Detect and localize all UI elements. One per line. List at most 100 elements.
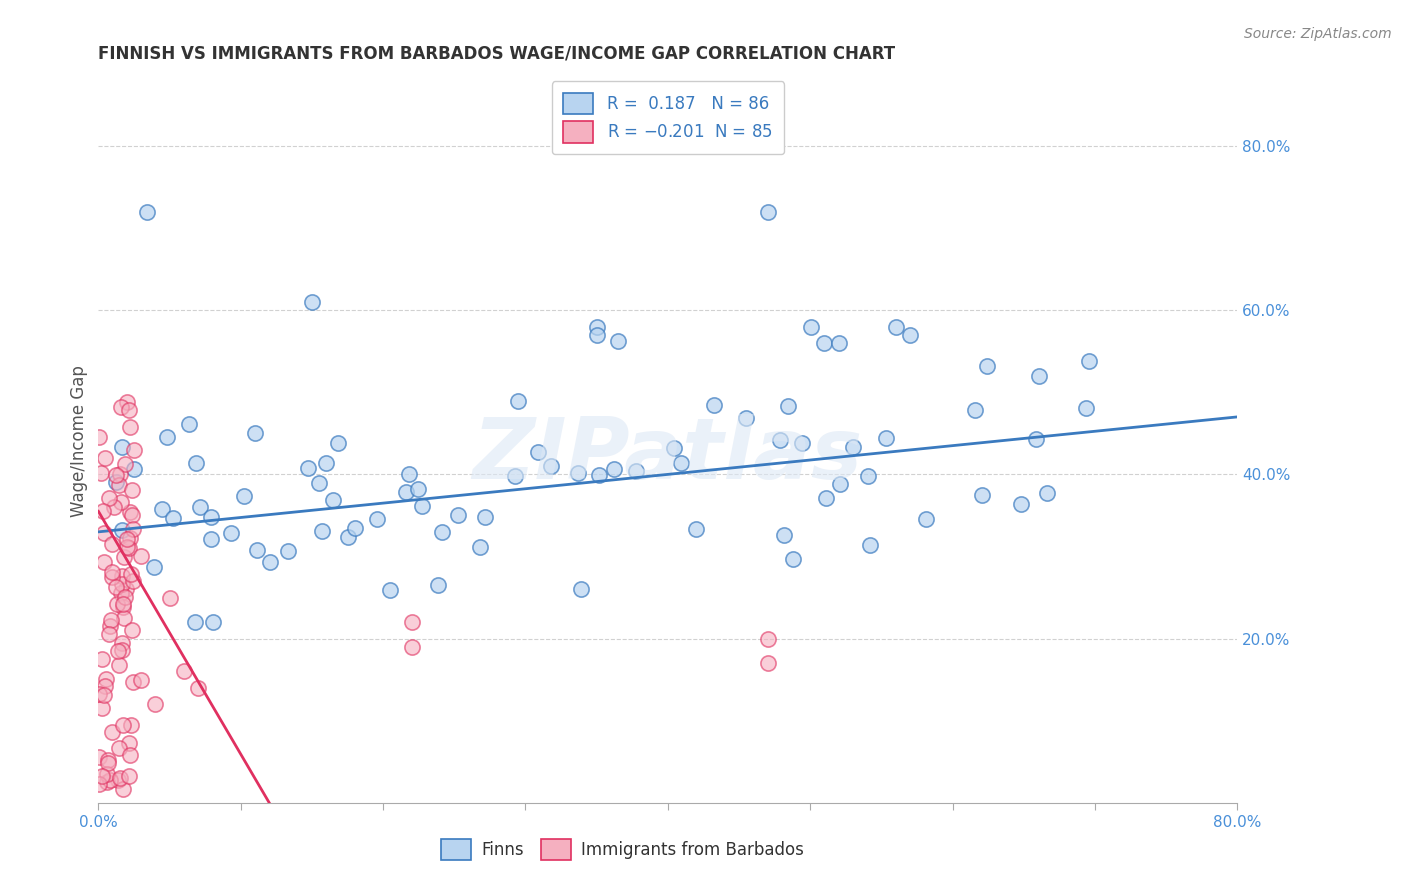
Point <box>159 591 181 605</box>
Point <box>112 781 135 796</box>
Point <box>243 426 266 441</box>
Point <box>89 777 111 791</box>
Point <box>108 467 131 482</box>
Point <box>120 566 142 581</box>
Point <box>110 401 132 415</box>
Point <box>121 623 143 637</box>
Point <box>884 319 907 334</box>
Point <box>427 578 450 592</box>
Point <box>585 327 607 342</box>
Point <box>93 688 115 702</box>
Point <box>965 403 987 417</box>
Point <box>184 615 207 630</box>
Point <box>1036 486 1059 500</box>
Point <box>322 493 344 508</box>
Point <box>179 417 201 432</box>
Point <box>184 456 207 470</box>
Point <box>430 524 453 539</box>
Point <box>769 433 792 447</box>
Point <box>122 462 145 476</box>
Point <box>776 399 799 413</box>
Point <box>115 540 138 554</box>
Point <box>110 495 132 509</box>
Point <box>101 565 124 579</box>
Point <box>1028 369 1050 384</box>
Point <box>447 508 470 522</box>
Point <box>122 574 145 588</box>
Point <box>135 204 157 219</box>
Point <box>87 749 110 764</box>
Point <box>607 334 630 349</box>
Point <box>93 526 115 541</box>
Point <box>87 687 110 701</box>
Point <box>100 613 122 627</box>
Point <box>315 456 337 470</box>
Point <box>91 651 114 665</box>
Point <box>337 531 360 545</box>
Point <box>474 509 496 524</box>
Point <box>898 327 921 342</box>
Point <box>756 657 779 671</box>
Point <box>120 505 142 519</box>
Point <box>782 552 804 566</box>
Y-axis label: Wage/Income Gap: Wage/Income Gap <box>70 366 89 517</box>
Point <box>411 499 433 513</box>
Point <box>93 555 115 569</box>
Point <box>398 467 420 482</box>
Point <box>112 611 135 625</box>
Text: ZIPatlas: ZIPatlas <box>472 415 863 498</box>
Point <box>120 531 142 545</box>
Point <box>145 698 167 712</box>
Point <box>107 644 129 658</box>
Point <box>468 540 491 554</box>
Point <box>96 673 118 687</box>
Point <box>685 522 707 536</box>
Point <box>90 769 112 783</box>
Point <box>118 748 141 763</box>
Point <box>297 460 319 475</box>
Point <box>219 525 242 540</box>
Point <box>200 532 222 546</box>
Legend: Finns, Immigrants from Barbados: Finns, Immigrants from Barbados <box>434 832 810 867</box>
Point <box>662 442 685 456</box>
Point <box>233 490 256 504</box>
Point <box>1077 353 1099 368</box>
Point <box>828 336 851 351</box>
Point <box>129 549 152 564</box>
Point <box>115 582 138 596</box>
Point <box>156 430 179 444</box>
Point <box>815 491 838 505</box>
Point <box>813 336 835 351</box>
Point <box>277 544 299 558</box>
Text: Source: ZipAtlas.com: Source: ZipAtlas.com <box>1244 27 1392 41</box>
Point <box>343 521 366 535</box>
Point <box>112 597 135 611</box>
Point <box>114 457 136 471</box>
Point <box>259 555 281 569</box>
Point <box>118 769 141 783</box>
Point <box>98 619 121 633</box>
Point <box>756 204 779 219</box>
Point <box>117 532 139 546</box>
Point <box>1025 432 1047 446</box>
Point <box>87 429 110 443</box>
Point <box>118 541 141 556</box>
Point <box>104 475 127 489</box>
Point <box>246 543 269 558</box>
Point <box>1074 401 1097 416</box>
Point <box>150 502 173 516</box>
Point <box>800 320 823 334</box>
Point <box>121 522 143 536</box>
Point <box>118 420 141 434</box>
Point <box>129 673 152 687</box>
Point <box>735 411 758 425</box>
Point <box>859 538 882 552</box>
Point <box>401 615 423 630</box>
Point <box>94 679 117 693</box>
Point <box>111 577 134 591</box>
Point <box>120 718 142 732</box>
Point <box>115 395 138 409</box>
Point <box>112 600 135 615</box>
Point <box>603 462 626 476</box>
Point <box>111 636 134 650</box>
